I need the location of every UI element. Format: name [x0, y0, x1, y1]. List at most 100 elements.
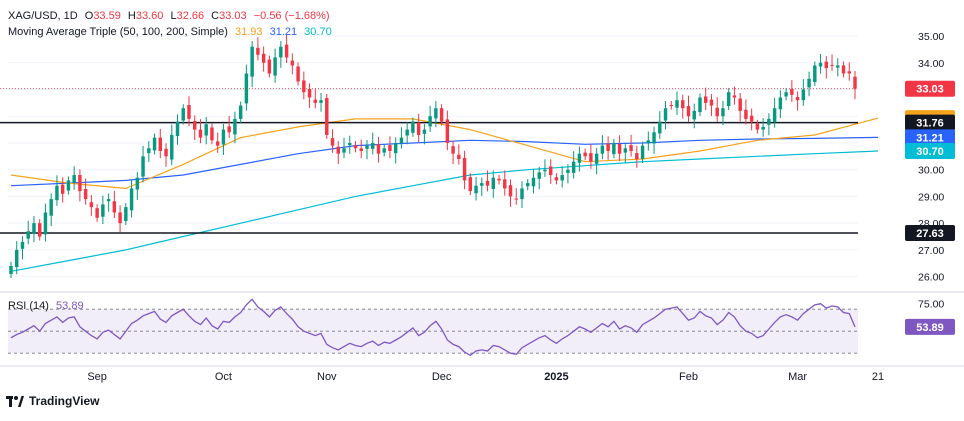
candle-body — [325, 98, 329, 135]
candle-body — [193, 121, 197, 130]
candle-body — [353, 145, 358, 149]
candle-body — [830, 64, 834, 66]
candle-body — [738, 98, 742, 111]
candle-body — [147, 148, 151, 154]
candle-body — [589, 153, 593, 162]
rsi-legend-value: 53.89 — [56, 300, 84, 312]
candle-body — [37, 223, 42, 237]
candle-body — [772, 108, 777, 123]
candle-body — [359, 148, 363, 151]
ma200-line — [10, 150, 879, 272]
candle-body — [215, 141, 220, 146]
candles — [9, 34, 857, 278]
candle-body — [382, 148, 386, 153]
candle-body — [118, 212, 122, 224]
candle-body — [319, 100, 323, 103]
candle-body — [480, 183, 484, 186]
candle-body — [583, 152, 587, 157]
grid — [8, 35, 858, 278]
time-axis-label: Nov — [317, 371, 337, 383]
rsi-tick-label: 75.00 — [918, 299, 944, 311]
candle-body — [43, 212, 48, 235]
price-tick-label: 27.00 — [918, 245, 944, 257]
open-value: 33.59 — [93, 10, 121, 22]
price-tag-label: 31.21 — [916, 132, 944, 144]
ma-legend-label: Moving Average Triple (50, 100, 200, Sim… — [8, 26, 228, 38]
price-tick-label: 34.00 — [918, 58, 944, 70]
time-axis-label: Oct — [215, 371, 232, 383]
candle-body — [462, 157, 467, 181]
candle-body — [721, 108, 725, 117]
candle-body — [66, 180, 71, 191]
candle-body — [26, 231, 30, 239]
candle-body — [554, 177, 559, 181]
rsi-legend[interactable]: RSI (14) 53.89 — [8, 299, 88, 313]
candle-body — [836, 65, 840, 68]
candle-body — [388, 145, 392, 151]
price-tick-label: 29.00 — [918, 191, 944, 203]
candle-body — [60, 184, 65, 194]
candle-body — [594, 153, 599, 164]
candle-body — [612, 142, 616, 155]
candle-body — [181, 108, 185, 121]
candle-body — [170, 134, 174, 160]
candle-body — [284, 44, 289, 58]
time-axis-label: Mar — [788, 371, 807, 383]
low-label: L — [170, 10, 177, 22]
candle-body — [72, 175, 76, 183]
price-tag — [905, 80, 955, 97]
candle-body — [399, 137, 404, 143]
candle-body — [675, 100, 679, 108]
candle-body — [548, 166, 553, 176]
ma200-value: 30.70 — [304, 26, 332, 38]
candle-body — [646, 140, 651, 144]
candle-body — [55, 185, 59, 201]
candle-body — [124, 207, 128, 222]
candle-body — [847, 71, 851, 74]
candle-body — [749, 115, 754, 122]
ma100-line — [10, 136, 879, 187]
candle-body — [669, 105, 673, 107]
candle-body — [307, 88, 312, 98]
candle-body — [813, 65, 817, 83]
candle-body — [491, 177, 496, 189]
candle-body — [818, 62, 823, 67]
candle-body — [152, 137, 157, 151]
ma100-value: 31.21 — [269, 26, 298, 38]
candle-body — [261, 53, 266, 63]
axes: 35.0034.0033.0032.0031.0030.0029.0028.00… — [0, 31, 964, 383]
candle-body — [560, 175, 564, 181]
candle-body — [853, 76, 857, 89]
candle-body — [238, 105, 243, 119]
tradingview-logo[interactable]: TradingView — [6, 394, 99, 408]
candle-body — [600, 145, 605, 154]
price-tag — [905, 129, 955, 146]
candle-body — [267, 59, 272, 74]
candle-body — [32, 223, 36, 234]
candle-body — [778, 97, 783, 110]
candle-body — [801, 89, 806, 101]
candle-body — [405, 129, 409, 136]
candle-body — [531, 177, 536, 187]
candle-body — [503, 179, 507, 189]
ma-legend[interactable]: Moving Average Triple (50, 100, 200, Sim… — [8, 25, 336, 39]
candle-body — [577, 153, 582, 163]
candle-body — [221, 129, 226, 145]
candle-body — [635, 153, 639, 160]
candle-body — [761, 126, 765, 130]
candle-body — [824, 61, 829, 69]
time-axis-label: Dec — [432, 371, 452, 383]
candle-body — [755, 123, 760, 130]
candle-body — [106, 199, 111, 202]
candle-body — [135, 177, 140, 190]
high-label: H — [127, 10, 136, 22]
candle-body — [698, 97, 702, 112]
symbol-label[interactable]: XAG/USD, 1D — [8, 10, 78, 22]
candle-body — [520, 188, 524, 200]
candle-body — [9, 265, 13, 274]
candle-body — [256, 47, 260, 55]
candle-body — [744, 109, 748, 119]
candle-body — [703, 96, 708, 103]
